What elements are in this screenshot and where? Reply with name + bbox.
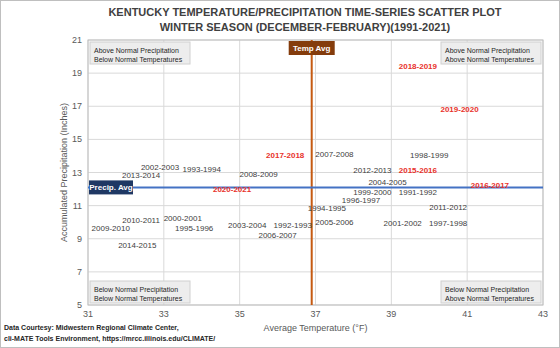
season-point: 1992-1993 <box>274 221 313 230</box>
quadrant-box <box>90 281 190 303</box>
quadrant-label: Above Normal Precipitation <box>445 47 530 55</box>
season-point: 2011-2012 <box>429 203 467 212</box>
season-point: 1995-1996 <box>175 224 214 233</box>
figure-frame <box>1 1 560 348</box>
season-point: 1998-1999 <box>410 151 449 160</box>
precip-avg-box <box>89 180 133 194</box>
season-point: 2019-2020 <box>440 105 479 114</box>
season-point: 2001-2002 <box>384 219 423 228</box>
x-tick-label: 39 <box>386 309 396 319</box>
y-tick-label: 5 <box>77 300 82 310</box>
season-point: 2016-2017 <box>471 181 510 190</box>
grid <box>88 40 543 305</box>
y-tick-label: 13 <box>72 168 82 178</box>
season-point: 2008-2009 <box>239 170 278 179</box>
temp-avg-label: Temp Avg <box>293 44 331 53</box>
quadrant-box <box>90 42 190 64</box>
temp-avg-box <box>289 41 335 55</box>
season-point: 2000-2001 <box>164 214 203 223</box>
x-tick-label: 41 <box>462 309 472 319</box>
x-grid-line <box>163 40 164 305</box>
season-point: 1993-1994 <box>183 165 222 174</box>
x-tick-label: 33 <box>159 309 169 319</box>
x-tick-label: 35 <box>235 309 245 319</box>
subtitle: WINTER SEASON (DECEMBER-FEBRUARY)(1991-2… <box>160 21 451 33</box>
x-grid-line <box>315 40 316 305</box>
y-tick-label: 21 <box>72 35 82 45</box>
source-note: Data Courtesy: Midwestern Regional Clima… <box>4 324 179 332</box>
title: KENTUCKY TEMPERATURE/PRECIPITATION TIME-… <box>108 6 501 18</box>
season-point: 2005-2006 <box>315 218 354 227</box>
y-tick-label: 19 <box>72 68 82 78</box>
y-axis-label: Accumulated Precipitation (Inches) <box>59 103 69 242</box>
season-point: 2012-2013 <box>353 166 392 175</box>
plot-area <box>88 40 543 305</box>
x-tick-label: 31 <box>83 309 93 319</box>
season-point: 2013-2014 <box>122 171 161 180</box>
season-point: 2017-2018 <box>266 151 305 160</box>
source-note: cli-MATE Tools Environment, https://mrcc… <box>4 335 215 343</box>
quadrant-label: Below Normal Precipitation <box>445 286 529 294</box>
x-grid-line <box>467 40 468 305</box>
quadrant-box <box>441 281 541 303</box>
y-tick-label: 17 <box>72 101 82 111</box>
y-tick-label: 9 <box>77 234 82 244</box>
y-tick-label: 15 <box>72 134 82 144</box>
chart: KENTUCKY TEMPERATURE/PRECIPITATION TIME-… <box>0 0 560 348</box>
x-tick-label: 37 <box>310 309 320 319</box>
season-point: 2020-2021 <box>213 185 252 194</box>
y-tick-label: 11 <box>73 201 82 211</box>
quadrant-label: Above Normal Temperatures <box>445 56 534 64</box>
precip-avg-label: Precip. Avg <box>89 183 133 192</box>
quadrant-label: Below Normal Temperatures <box>94 56 183 64</box>
season-point: 2009-2010 <box>92 224 131 233</box>
temp-avg-line <box>311 40 313 305</box>
season-point: 1991-1992 <box>399 188 438 197</box>
season-point: 2004-2005 <box>368 178 407 187</box>
plot-frame <box>88 40 543 305</box>
season-point: 2006-2007 <box>258 231 297 240</box>
season-point: 2018-2019 <box>399 62 438 71</box>
season-point: 1994-1995 <box>308 204 347 213</box>
season-point: 1996-1997 <box>342 196 381 205</box>
x-tick-label: 43 <box>538 309 548 319</box>
quadrant-label: Above Normal Temperatures <box>445 295 534 303</box>
season-point: 2014-2015 <box>118 241 157 250</box>
y-tick-label: 7 <box>77 267 82 277</box>
quadrant-box <box>441 42 541 64</box>
season-point: 2007-2008 <box>315 150 354 159</box>
x-axis-label: Average Temperature (°F) <box>264 323 368 333</box>
quadrant-label: Below Normal Precipitation <box>94 286 178 294</box>
quadrant-label: Above Normal Precipitation <box>94 47 179 55</box>
data-layer: 1991-1992 1992-1993 1993-1994 1994-1995 1995… <box>88 40 543 305</box>
season-point: 1999-2000 <box>353 188 392 197</box>
season-point: 2010-2011 <box>122 216 160 225</box>
season-point: 1997-1998 <box>429 219 468 228</box>
season-point: 2015-2016 <box>399 166 438 175</box>
season-point: 2003-2004 <box>228 221 267 230</box>
quadrant-label: Below Normal Temperatures <box>94 295 183 303</box>
